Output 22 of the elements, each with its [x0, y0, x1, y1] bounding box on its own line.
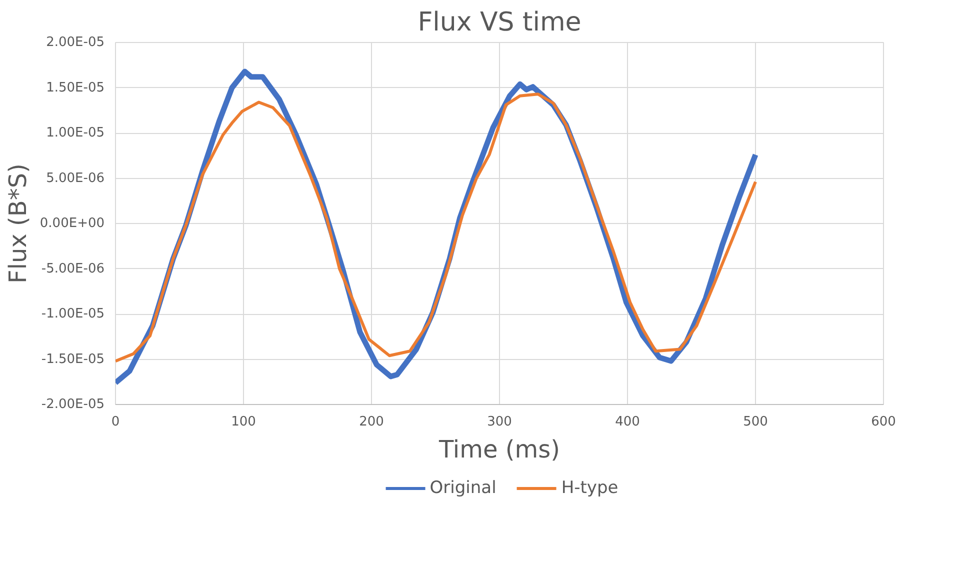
y-tick-label: 0.00E+00	[40, 216, 104, 231]
x-tick-label: 300	[487, 414, 512, 430]
x-tick-label: 100	[231, 414, 256, 430]
x-tick-label: 0	[111, 414, 120, 430]
y-tick-label: -1.50E-05	[41, 352, 105, 367]
y-tick-label: 1.00E-05	[46, 126, 105, 140]
x-tick-label: 600	[871, 414, 896, 430]
y-tick-label: 1.50E-05	[46, 80, 105, 96]
line-series	[116, 92, 757, 363]
x-tick-label: 400	[615, 414, 640, 430]
legend-label: Original	[430, 478, 496, 498]
y-axis-title: Flux (B*S)	[4, 164, 32, 284]
y-tick-label: 2.00E-05	[46, 35, 105, 50]
x-tick-label: 200	[359, 414, 384, 430]
x-tick-label: 500	[743, 414, 768, 430]
x-axis-title: Time (ms)	[438, 436, 560, 464]
y-tick-label: 5.00E-06	[46, 170, 105, 186]
chart-title: Flux VS time	[418, 8, 582, 38]
legend-label: H-type	[561, 478, 618, 498]
y-tick-label: -1.00E-05	[41, 306, 105, 322]
y-tick-label: -2.00E-05	[41, 397, 105, 412]
y-tick-label: -5.00E-06	[41, 261, 105, 276]
